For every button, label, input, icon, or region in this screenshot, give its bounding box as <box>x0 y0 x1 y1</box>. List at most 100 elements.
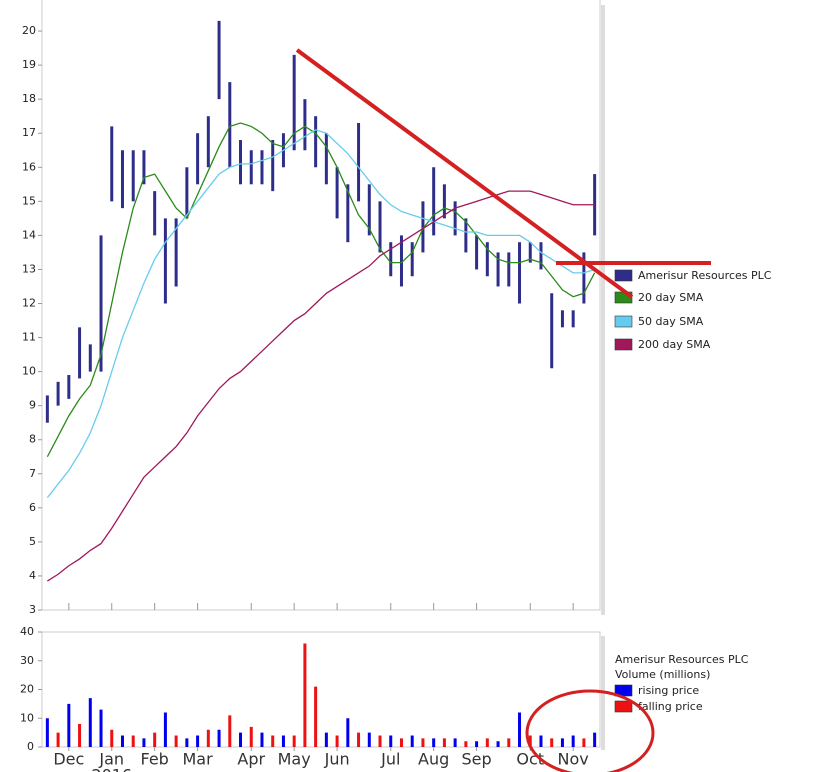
volume-bar <box>260 732 264 747</box>
y-tick-label: 17 <box>22 126 36 139</box>
y-tick-label: 15 <box>22 194 36 207</box>
volume-bar <box>271 735 275 747</box>
volume-plot-frame <box>41 631 601 748</box>
volume-bar <box>475 741 479 747</box>
y-tick-label: 16 <box>22 160 36 173</box>
y-tick-label: 14 <box>22 228 36 241</box>
legend-label: falling price <box>638 700 703 713</box>
volume-bar <box>421 738 425 747</box>
volume-bar <box>507 738 511 747</box>
volume-bar <box>110 729 114 747</box>
y-tick-label: 12 <box>22 297 36 310</box>
volume-bar <box>593 732 597 747</box>
legend-swatch <box>614 269 633 282</box>
sma-line <box>46 122 596 458</box>
volume-bar <box>303 643 307 747</box>
legend-swatch <box>614 700 633 713</box>
y-tick-label: 10 <box>22 365 36 378</box>
y-tick-label: 19 <box>22 58 36 71</box>
legend-label: 20 day SMA <box>638 291 704 304</box>
volume-bar <box>228 715 232 747</box>
y-tick-label: 13 <box>22 262 36 275</box>
legend-label: 50 day SMA <box>638 315 704 328</box>
volume-bar <box>206 729 210 747</box>
volume-bar <box>185 738 189 747</box>
volume-bar <box>453 738 457 747</box>
y-tick-label: 3 <box>29 603 36 616</box>
legend-swatch <box>614 338 633 351</box>
legend-title: Amerisur Resources PLC <box>615 653 749 666</box>
y-tick-label: 8 <box>29 433 36 446</box>
volume-bar <box>399 738 403 747</box>
y-tick-label: 5 <box>29 535 36 548</box>
volume-bar <box>174 735 178 747</box>
volume-bar <box>67 703 71 747</box>
volume-bar <box>539 735 543 747</box>
volume-bar <box>464 741 468 747</box>
y-tick-label: 9 <box>29 399 36 412</box>
sma-line <box>46 129 595 499</box>
y-tick-label: 4 <box>29 569 36 582</box>
volume-bar <box>367 732 371 747</box>
volume-bar <box>131 735 135 747</box>
volume-bar <box>378 735 382 747</box>
volume-bar <box>217 729 221 747</box>
y-tick-label: 20 <box>22 24 36 37</box>
legend-label: rising price <box>638 684 699 697</box>
x-tick-label: Jan <box>98 750 124 769</box>
x-tick-label: Jul <box>380 750 400 769</box>
volume-bar <box>142 738 146 747</box>
y-tick-label: 0 <box>27 740 34 753</box>
volume-bar <box>163 712 167 747</box>
legend-label: 200 day SMA <box>638 338 711 351</box>
trend-line <box>295 48 634 299</box>
x-tick-label: Aug <box>418 750 449 769</box>
volume-bar <box>56 732 60 747</box>
y-tick-label: 18 <box>22 92 36 105</box>
volume-bar <box>120 735 124 747</box>
volume-bar <box>485 738 489 747</box>
volume-bar <box>496 741 500 747</box>
volume-bar <box>357 732 361 747</box>
y-tick-label: 20 <box>20 683 34 696</box>
x-tick-label: Dec <box>53 750 84 769</box>
price-plot-frame <box>41 0 601 611</box>
volume-bar <box>550 738 554 747</box>
volume-bar <box>389 735 393 747</box>
y-tick-label: 11 <box>22 331 36 344</box>
volume-bar <box>88 698 92 747</box>
volume-bar <box>314 686 318 747</box>
x-tick-label: Feb <box>141 750 169 769</box>
volume-bar <box>292 735 296 747</box>
volume-bar <box>432 738 436 747</box>
volume-bar <box>196 735 200 747</box>
y-tick-label: 7 <box>29 467 36 480</box>
volume-bar <box>442 738 446 747</box>
legend-label: Amerisur Resources PLC <box>638 269 772 282</box>
x-tick-label: Jun <box>324 750 350 769</box>
volume-bar <box>410 735 414 747</box>
volume-bar <box>324 732 328 747</box>
x-tick-label: Apr <box>237 750 265 769</box>
volume-bar <box>582 738 586 747</box>
volume-bar <box>571 735 575 747</box>
x-tick-label: Sep <box>462 750 492 769</box>
legend-swatch <box>614 315 633 328</box>
y-tick-label: 21 <box>22 0 36 3</box>
volume-bar <box>99 709 103 747</box>
volume-bar <box>335 735 339 747</box>
y-tick-label: 40 <box>20 625 34 638</box>
y-tick-label: 30 <box>20 654 34 667</box>
y-tick-label: 10 <box>20 711 34 724</box>
volume-bar <box>78 724 82 747</box>
legend-title: Volume (millions) <box>615 668 710 681</box>
volume-bar <box>560 738 564 747</box>
x-tick-label: Nov <box>558 750 589 769</box>
volume-bar <box>528 735 532 747</box>
x-tick-label: May <box>278 750 311 769</box>
sma-line <box>47 190 595 582</box>
volume-bar <box>518 712 522 747</box>
year-label: 2016 <box>91 766 132 772</box>
volume-bar <box>249 726 253 747</box>
